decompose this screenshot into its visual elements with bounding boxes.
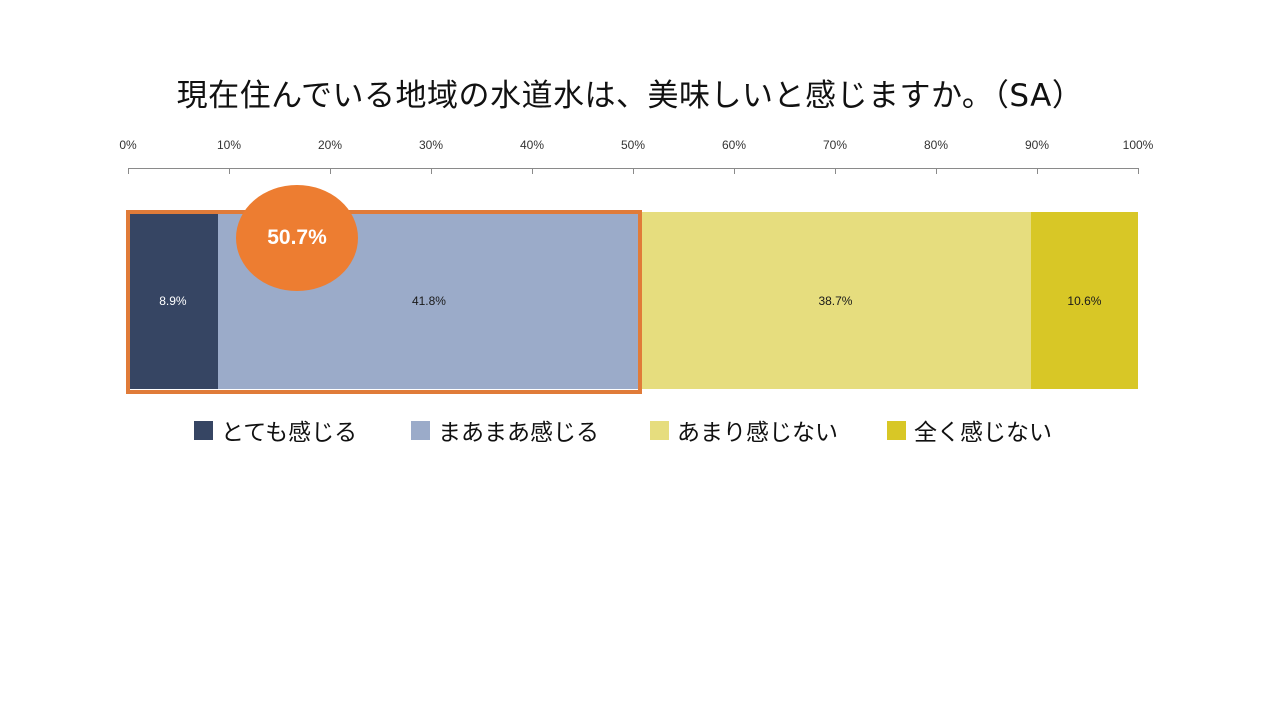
x-axis-tick [431, 168, 432, 174]
bar-segment-not-much: 38.7% [640, 212, 1031, 389]
x-axis-tick-label: 30% [418, 138, 444, 152]
segment-value-label: 38.7% [818, 293, 853, 308]
bar-segment-very-much: 8.9% [128, 212, 218, 389]
x-axis-tick [330, 168, 331, 174]
legend-label: とても感じる [221, 420, 358, 446]
x-axis-tick [1037, 168, 1038, 174]
legend-item-somewhat: まあまあ感じる [411, 413, 599, 447]
legend-label: あまり感じない [677, 420, 838, 446]
x-axis-tick-label: 10% [216, 138, 242, 152]
x-axis-tick [633, 168, 634, 174]
x-axis-tick-label: 90% [1024, 138, 1050, 152]
x-axis-tick-label: 70% [822, 138, 848, 152]
x-axis-tick-label: 100% [1122, 138, 1154, 152]
x-axis-tick-label: 40% [519, 138, 545, 152]
x-axis-tick [835, 168, 836, 174]
segment-value-label: 8.9% [159, 293, 187, 308]
legend-label: まあまあ感じる [438, 420, 599, 446]
stacked-bar: 8.9% 41.8% 38.7% 10.6% [128, 212, 1138, 389]
legend-swatch [194, 420, 213, 440]
legend-swatch [887, 420, 906, 440]
chart-title: 現在住んでいる地域の水道水は、美味しいと感じますか。（SA） [176, 78, 1084, 114]
bar-segment-not-at-all: 10.6% [1030, 212, 1138, 389]
x-axis-tick-label: 60% [721, 138, 747, 152]
x-axis-tick [532, 168, 533, 174]
segment-value-label: 41.8% [411, 293, 446, 308]
legend: とても感じる まあまあ感じる あまり感じない 全く感じない [0, 413, 1280, 446]
legend-item-not-much: あまり感じない [650, 413, 838, 447]
x-axis-tick-label: 50% [620, 138, 646, 152]
legend-item-very-much: とても感じる [194, 413, 357, 447]
legend-swatch [411, 420, 430, 440]
x-axis-tick [936, 168, 937, 174]
x-axis-tick-label: 0% [119, 138, 137, 152]
x-axis-tick [229, 168, 230, 174]
x-axis-tick-label: 80% [923, 138, 949, 152]
x-axis-tick-label: 20% [317, 138, 343, 152]
legend-swatch [650, 420, 669, 440]
highlight-value: 50.7% [267, 226, 327, 249]
x-axis-tick [734, 168, 735, 174]
highlight-bubble: 50.7% [236, 185, 358, 291]
x-axis-tick [1138, 168, 1139, 174]
legend-label: 全く感じない [914, 420, 1052, 446]
segment-value-label: 10.6% [1067, 293, 1102, 308]
x-axis-tick [128, 168, 129, 174]
legend-item-not-at-all: 全く感じない [887, 413, 1052, 447]
